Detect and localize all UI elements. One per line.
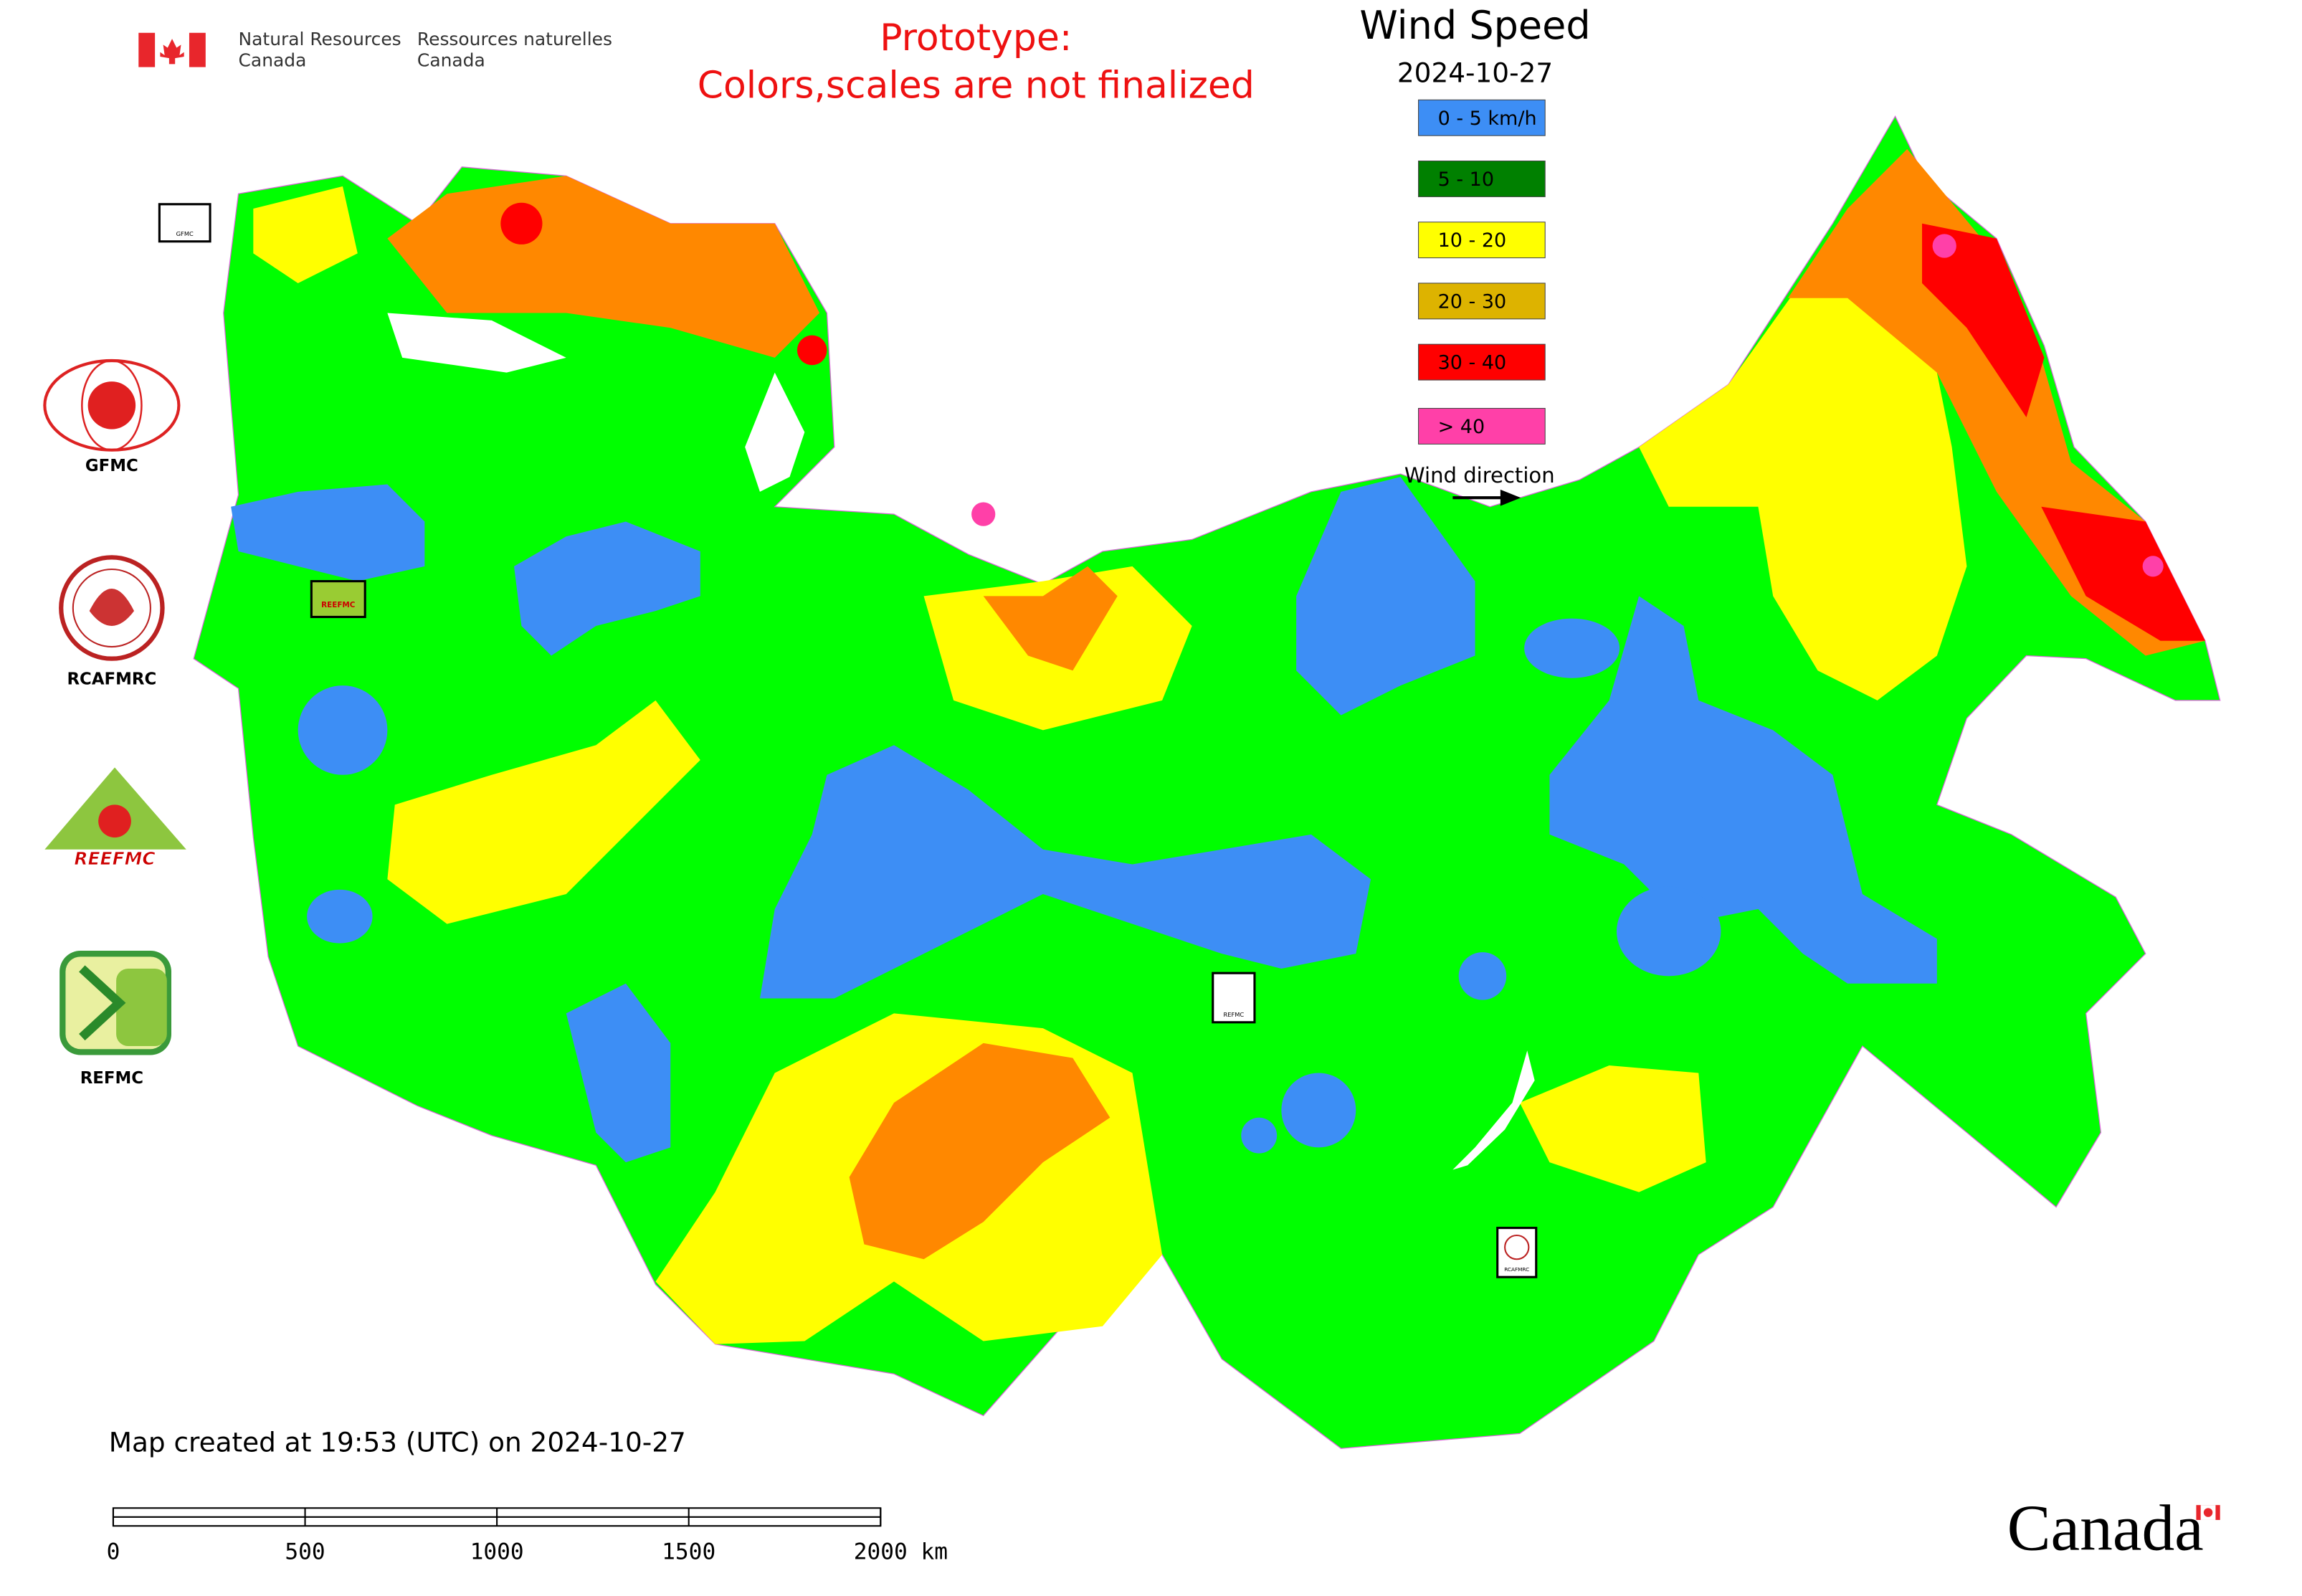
notice: Colors,scales are not finalized [698, 65, 1255, 108]
zone-blue [759, 745, 1371, 999]
zone-red [500, 202, 543, 244]
logo: GFMC [43, 358, 181, 475]
zone-blue [1296, 477, 1475, 716]
zone-blue [1458, 952, 1507, 1000]
zone-orange [387, 176, 820, 358]
legend-label: > 40 [1438, 416, 1485, 438]
legend-date: 2024-10-27 [1397, 57, 1553, 88]
logo: RCAFMRC [59, 555, 165, 688]
zone-pink [971, 502, 996, 526]
notice: Prototype: [880, 16, 1072, 60]
agency-header: Natural Resources Canada Ressources natu… [138, 29, 612, 70]
legend-swatch [1418, 222, 1546, 259]
scale-tick-label: 500 [285, 1539, 325, 1565]
agency-fr: Canada [417, 49, 485, 70]
logo-label: RCAFMRC [67, 670, 156, 688]
zone-blue [514, 521, 700, 656]
scale-tick-label: 1000 [470, 1539, 524, 1565]
canada-wordmark: Canada [2007, 1492, 2220, 1564]
legend-swatch [1418, 282, 1546, 320]
zone-pink [1932, 234, 1956, 258]
logo: REFMC [60, 951, 172, 1088]
legend-label: 30 - 40 [1438, 352, 1507, 374]
legend: Wind Speed 2024-10-27 Wind direction 0 -… [1359, 3, 1591, 506]
zone-yellow [1639, 238, 1967, 700]
maple-leaf [160, 39, 184, 65]
legend-title: Wind Speed [1359, 3, 1590, 48]
agency-fr: Ressources naturelles [417, 29, 612, 49]
legend-label: 10 - 20 [1438, 229, 1507, 252]
wind-arrow [1452, 489, 1521, 506]
zone-orange [983, 566, 1118, 671]
created-note: Map created at 19:53 (UTC) on 2024-10-27 [109, 1426, 686, 1458]
zone-red [1922, 223, 2045, 417]
scale-bar: 0 500 1000 1500 2000 km [107, 1507, 948, 1565]
zone-blue [1524, 618, 1620, 678]
scale-tick-label: 0 [107, 1539, 120, 1565]
zone-yellow [253, 186, 358, 283]
zone-blue [1281, 1073, 1356, 1148]
logo-label: REFMC [80, 1069, 143, 1088]
lake [387, 313, 566, 373]
wordmark: Canada [2007, 1492, 2204, 1564]
lake [1452, 1050, 1535, 1170]
flag-band [138, 32, 156, 67]
logo-text: REEFMC [74, 848, 156, 869]
map-marker: RCAFMRC [1496, 1227, 1538, 1278]
wind-map: GFMC REEFMC REFMC RCAFMRC [158, 115, 2221, 1449]
zone-blue [1549, 596, 1937, 984]
zone-red [796, 335, 827, 366]
legend-swatch [1418, 160, 1546, 197]
zone-yellow [1519, 1065, 1706, 1192]
scale-tick-label: 2000 [854, 1539, 908, 1565]
map-marker: REFMC [1212, 972, 1256, 1024]
map-marker: GFMC [158, 203, 211, 243]
zone-blue [566, 983, 671, 1163]
legend-swatch [1418, 99, 1546, 136]
logo-label: GFMC [85, 457, 138, 475]
zone-pink [2142, 556, 2164, 577]
marker-label: GFMC [176, 230, 194, 237]
agency-en: Canada [239, 49, 307, 70]
zone-blue [298, 685, 388, 775]
marker-label: REFMC [1223, 1011, 1244, 1018]
legend-swatch [1418, 408, 1546, 445]
zone-orange [849, 1042, 1110, 1260]
scale-unit: km [921, 1539, 948, 1565]
legend-label: 0 - 5 km/h [1438, 108, 1537, 130]
legend-swatch [1418, 343, 1546, 381]
wind-direction-label: Wind direction [1404, 463, 1555, 488]
map-marker: REEFMC [310, 580, 366, 619]
zone-blue [307, 889, 373, 944]
zone-blue [1241, 1117, 1278, 1154]
zone-blue [231, 484, 425, 581]
marker-label: RCAFMRC [1504, 1266, 1529, 1273]
marker-label: REEFMC [321, 601, 355, 609]
scale-tick-label: 1500 [662, 1539, 715, 1565]
legend-label: 5 - 10 [1438, 168, 1494, 191]
zone-red [2041, 506, 2205, 641]
zone-blue [1616, 886, 1721, 977]
logo: REEFMC [44, 767, 186, 870]
flag-band [189, 32, 206, 67]
legend-label: 20 - 30 [1438, 290, 1507, 313]
agency-en: Natural Resources [239, 29, 401, 49]
lake [745, 372, 805, 492]
zone-yellow [387, 700, 700, 924]
